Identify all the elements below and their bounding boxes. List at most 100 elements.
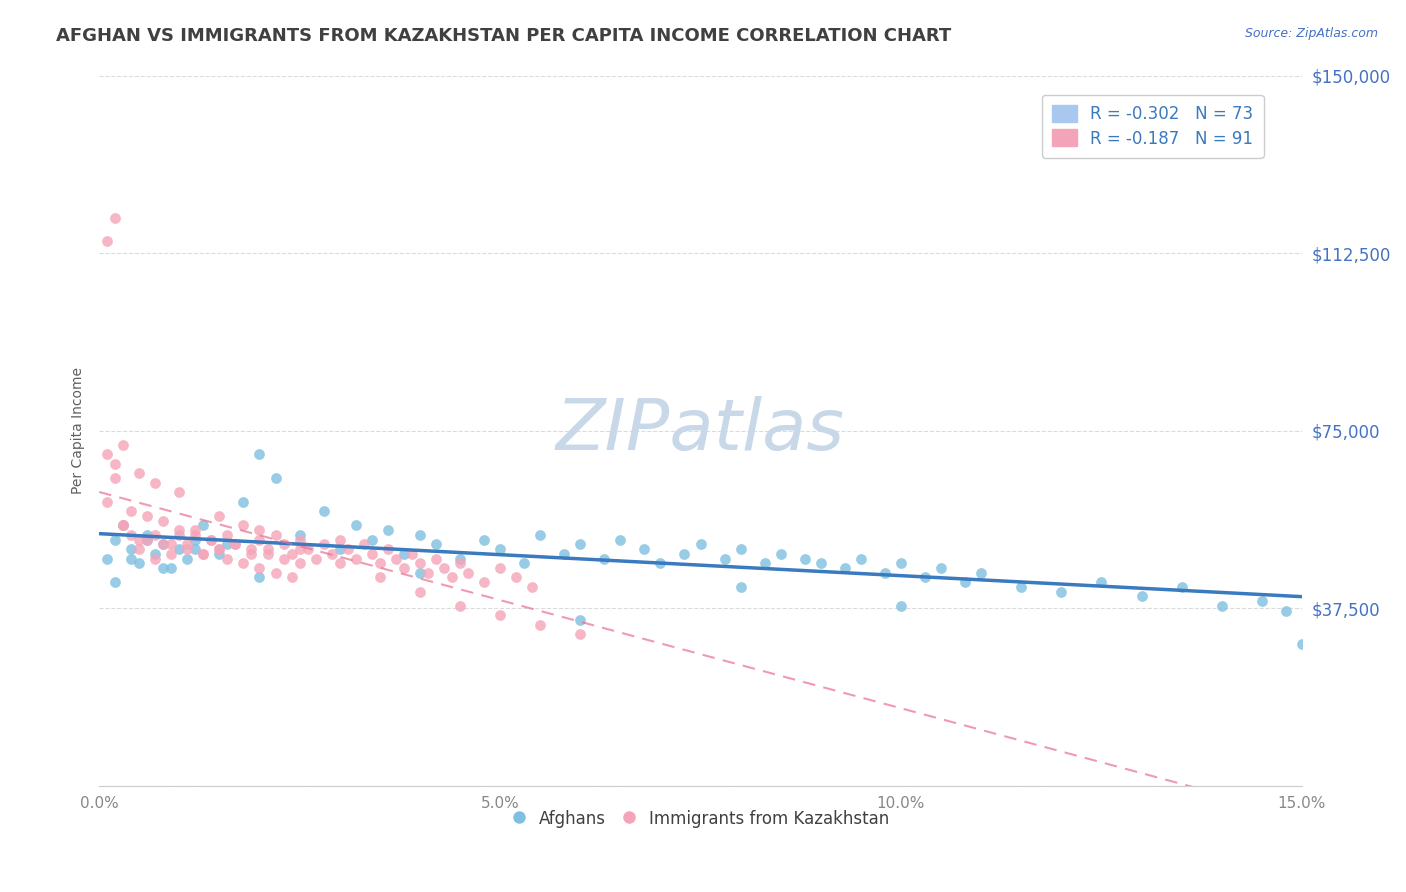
Point (344, 518, 367, 533)
Point (1291, 637, 1313, 651)
Point (377, 523, 399, 537)
Point (297, 542, 319, 557)
Point (176, 551, 198, 566)
Point (193, 547, 215, 561)
Point (120, 551, 142, 566)
Point (169, 485, 191, 500)
Point (793, 551, 815, 566)
Point (416, 566, 439, 580)
Point (128, 467, 150, 481)
Point (713, 551, 735, 566)
Point (112, 518, 135, 533)
Point (160, 547, 183, 561)
Point (321, 547, 343, 561)
Point (104, 575, 127, 590)
Point (425, 551, 447, 566)
Point (810, 556, 832, 570)
Point (249, 570, 271, 584)
Legend: Afghans, Immigrants from Kazakhstan: Afghans, Immigrants from Kazakhstan (505, 803, 896, 834)
Point (264, 471, 287, 485)
Point (104, 457, 127, 471)
Point (200, 533, 222, 547)
Point (385, 551, 408, 566)
Point (392, 561, 415, 575)
Point (136, 508, 159, 523)
Point (249, 523, 271, 537)
Point (96, 494, 118, 508)
Point (673, 547, 696, 561)
Point (249, 447, 271, 461)
Point (208, 542, 231, 557)
Point (834, 561, 856, 575)
Point (1250, 594, 1272, 608)
Point (136, 533, 159, 547)
Point (730, 542, 752, 557)
Point (401, 547, 423, 561)
Point (425, 537, 447, 551)
Point (120, 528, 142, 542)
Point (273, 537, 295, 551)
Point (409, 584, 432, 599)
Point (217, 528, 239, 542)
Point (96, 551, 118, 566)
Point (914, 570, 936, 584)
Point (360, 547, 382, 561)
Point (112, 438, 135, 452)
Point (440, 570, 463, 584)
Point (1275, 604, 1298, 618)
Point (143, 551, 166, 566)
Point (160, 537, 183, 551)
Point (288, 556, 311, 570)
Point (1130, 590, 1153, 604)
Point (224, 537, 246, 551)
Point (344, 551, 367, 566)
Point (529, 528, 551, 542)
Point (249, 533, 271, 547)
Point (217, 537, 239, 551)
Point (1211, 599, 1233, 613)
Point (650, 556, 672, 570)
Point (240, 547, 263, 561)
Point (169, 528, 191, 542)
Point (336, 542, 359, 557)
Point (392, 547, 415, 561)
Point (193, 518, 215, 533)
Point (609, 533, 631, 547)
Point (569, 613, 592, 627)
Point (184, 533, 207, 547)
Point (184, 523, 207, 537)
Point (128, 542, 150, 557)
Point (377, 542, 399, 557)
Point (104, 533, 127, 547)
Point (249, 561, 271, 575)
Point (312, 504, 335, 518)
Point (169, 542, 191, 557)
Point (256, 542, 278, 557)
Point (128, 533, 150, 547)
Point (593, 551, 616, 566)
Text: AFGHAN VS IMMIGRANTS FROM KAZAKHSTAN PER CAPITA INCOME CORRELATION CHART: AFGHAN VS IMMIGRANTS FROM KAZAKHSTAN PER… (56, 27, 952, 45)
Point (273, 551, 295, 566)
Point (217, 551, 239, 566)
Point (489, 608, 512, 623)
Point (1010, 580, 1032, 594)
Point (1090, 575, 1112, 590)
Point (208, 542, 231, 557)
Point (152, 514, 174, 528)
Point (232, 556, 254, 570)
Point (1170, 580, 1192, 594)
Point (449, 551, 471, 566)
Point (472, 575, 495, 590)
Point (953, 575, 976, 590)
Point (312, 537, 335, 551)
Point (457, 566, 479, 580)
Point (200, 533, 222, 547)
Point (96, 447, 118, 461)
Point (409, 556, 432, 570)
Point (176, 542, 198, 557)
Point (184, 528, 207, 542)
Point (224, 537, 246, 551)
Point (689, 537, 711, 551)
Point (929, 561, 952, 575)
Point (280, 570, 302, 584)
